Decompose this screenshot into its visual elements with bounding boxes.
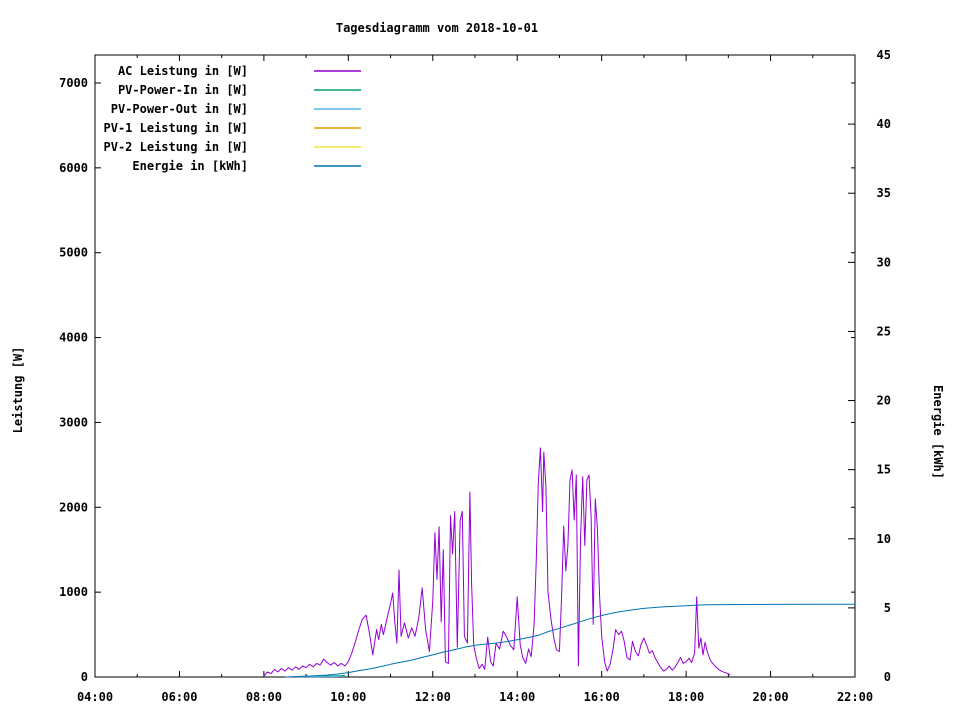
y2-tick-label: 0 bbox=[884, 670, 891, 684]
chart-title: Tagesdiagramm vom 2018-10-01 bbox=[335, 21, 539, 35]
x-tick-label: 04:00 bbox=[77, 690, 113, 704]
x-tick-label: 10:00 bbox=[330, 690, 366, 704]
x-tick-label: 08:00 bbox=[246, 690, 282, 704]
y1-tick-label: 2000 bbox=[59, 500, 88, 514]
y2-tick-label: 20 bbox=[877, 394, 891, 408]
y2-tick-label: 25 bbox=[877, 324, 891, 338]
series-line-pv-power-out-in-w bbox=[295, 675, 346, 678]
legend-label-pv-2-leistung-in-w: PV-2 Leistung in [W] bbox=[104, 140, 249, 154]
y2-tick-label: 30 bbox=[877, 255, 891, 269]
y1-tick-label: 0 bbox=[81, 670, 88, 684]
y2-tick-label: 40 bbox=[877, 117, 891, 131]
y1-tick-label: 4000 bbox=[59, 331, 88, 345]
legend-label-pv-power-out-in-w: PV-Power-Out in [W] bbox=[111, 102, 248, 116]
y2-tick-label: 15 bbox=[877, 463, 891, 477]
legend-label-energie-in-kwh: Energie in [kWh] bbox=[132, 159, 248, 173]
x-tick-label: 14:00 bbox=[499, 690, 535, 704]
y2-tick-label: 5 bbox=[884, 601, 891, 615]
y1-tick-label: 7000 bbox=[59, 76, 88, 90]
y2-tick-label: 10 bbox=[877, 532, 891, 546]
y1-tick-label: 6000 bbox=[59, 161, 88, 175]
series-line-energie-in-kwh bbox=[284, 603, 856, 678]
y1-tick-label: 1000 bbox=[59, 585, 88, 599]
x-tick-label: 20:00 bbox=[752, 690, 788, 704]
legend-label-pv-power-in-in-w: PV-Power-In in [W] bbox=[118, 83, 248, 97]
x-tick-label: 22:00 bbox=[837, 690, 873, 704]
legend-label-pv-1-leistung-in-w: PV-1 Leistung in [W] bbox=[104, 121, 249, 135]
y2-tick-label: 45 bbox=[877, 48, 891, 62]
series-line-ac-leistung-in-w bbox=[263, 447, 731, 677]
y1-tick-label: 3000 bbox=[59, 415, 88, 429]
x-tick-label: 16:00 bbox=[584, 690, 620, 704]
x-tick-label: 12:00 bbox=[415, 690, 451, 704]
x-tick-label: 06:00 bbox=[161, 690, 197, 704]
y2-tick-label: 35 bbox=[877, 186, 891, 200]
y1-tick-label: 5000 bbox=[59, 246, 88, 260]
legend-label-ac-leistung-in-w: AC Leistung in [W] bbox=[118, 64, 248, 78]
x-tick-label: 18:00 bbox=[668, 690, 704, 704]
